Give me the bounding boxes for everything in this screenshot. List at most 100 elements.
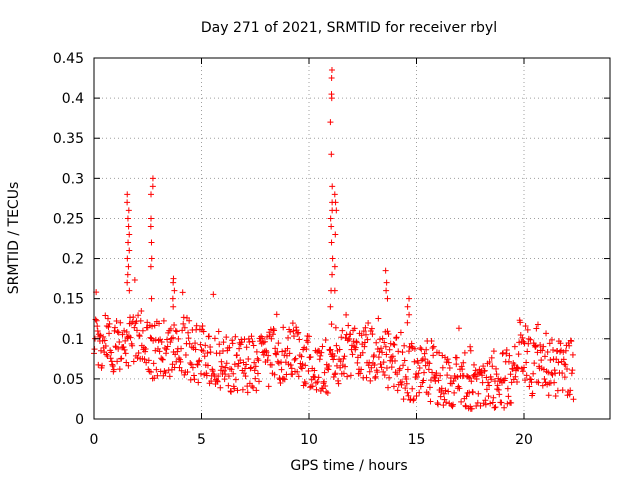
data-point <box>208 378 215 385</box>
data-point <box>429 345 436 352</box>
data-point <box>247 365 254 372</box>
data-point <box>382 343 389 350</box>
data-point <box>187 360 194 367</box>
data-point <box>337 364 344 371</box>
data-point <box>149 175 156 182</box>
data-point <box>188 361 195 368</box>
data-point <box>490 348 497 355</box>
data-point <box>433 370 440 377</box>
data-point <box>388 364 395 371</box>
data-point <box>171 287 178 294</box>
data-point <box>560 349 567 356</box>
data-point <box>136 333 143 340</box>
data-point <box>493 371 500 378</box>
data-point <box>529 390 536 397</box>
data-point <box>403 380 410 387</box>
data-point <box>371 352 378 359</box>
data-point <box>335 377 342 384</box>
data-point <box>158 339 165 346</box>
data-point <box>471 361 478 368</box>
data-point <box>170 303 177 310</box>
data-point <box>384 328 391 335</box>
data-point <box>361 339 368 346</box>
data-point <box>230 370 237 377</box>
data-point <box>385 384 392 391</box>
data-point <box>279 348 286 355</box>
chart-title: Day 271 of 2021, SRMTID for receiver rby… <box>201 20 497 36</box>
data-point <box>410 397 417 404</box>
data-point <box>534 349 541 356</box>
data-point <box>232 333 239 340</box>
data-point <box>280 324 287 331</box>
data-point <box>539 347 546 354</box>
data-point <box>469 389 476 396</box>
data-point <box>221 376 228 383</box>
data-point <box>204 350 211 357</box>
data-point <box>131 324 138 331</box>
data-point <box>333 207 340 214</box>
data-point <box>488 354 495 361</box>
x-tick-label: 15 <box>408 432 426 448</box>
data-point <box>147 263 154 270</box>
data-point <box>302 380 309 387</box>
data-point <box>497 376 504 383</box>
data-point <box>367 377 374 384</box>
data-point <box>380 359 387 366</box>
data-point <box>254 355 261 362</box>
data-point <box>512 373 519 380</box>
data-point <box>328 95 335 102</box>
data-point <box>421 369 428 376</box>
data-point <box>259 335 266 342</box>
data-point <box>383 279 390 286</box>
data-point <box>148 295 155 302</box>
data-point <box>109 361 116 368</box>
data-point <box>487 400 494 407</box>
data-point <box>148 191 155 198</box>
data-point <box>284 345 291 352</box>
data-point <box>430 343 437 350</box>
x-axis-label: GPS time / hours <box>290 458 407 474</box>
data-point <box>238 339 245 346</box>
data-point <box>484 379 491 386</box>
data-point <box>289 320 296 327</box>
data-point <box>329 271 336 278</box>
data-point <box>569 351 576 358</box>
data-point <box>225 373 232 380</box>
data-point <box>372 373 379 380</box>
data-point <box>467 343 474 350</box>
data-point <box>260 351 267 358</box>
data-point <box>420 377 427 384</box>
data-point <box>299 365 306 372</box>
data-point <box>460 359 467 366</box>
data-point <box>450 401 457 408</box>
data-point <box>134 327 140 334</box>
data-point <box>191 376 198 383</box>
data-point <box>149 323 156 330</box>
data-point <box>502 375 509 382</box>
data-point <box>265 352 272 359</box>
data-point <box>401 342 408 349</box>
data-point <box>248 333 255 340</box>
data-point <box>331 191 338 198</box>
data-point <box>534 321 541 328</box>
data-point <box>561 374 568 381</box>
data-point <box>365 320 372 327</box>
data-point <box>273 351 280 358</box>
data-point <box>302 362 309 369</box>
data-point <box>532 343 539 350</box>
data-point <box>493 365 500 372</box>
data-point <box>511 343 518 350</box>
data-point <box>288 365 295 372</box>
data-point <box>530 370 537 377</box>
data-point <box>222 364 229 371</box>
data-point <box>135 349 142 356</box>
data-point <box>451 389 458 396</box>
data-point <box>362 324 369 331</box>
data-point <box>522 322 529 329</box>
data-point <box>366 359 373 366</box>
data-point <box>437 372 444 379</box>
data-point <box>325 366 332 373</box>
data-point <box>244 389 251 396</box>
data-point <box>174 348 181 355</box>
data-point <box>347 331 354 338</box>
